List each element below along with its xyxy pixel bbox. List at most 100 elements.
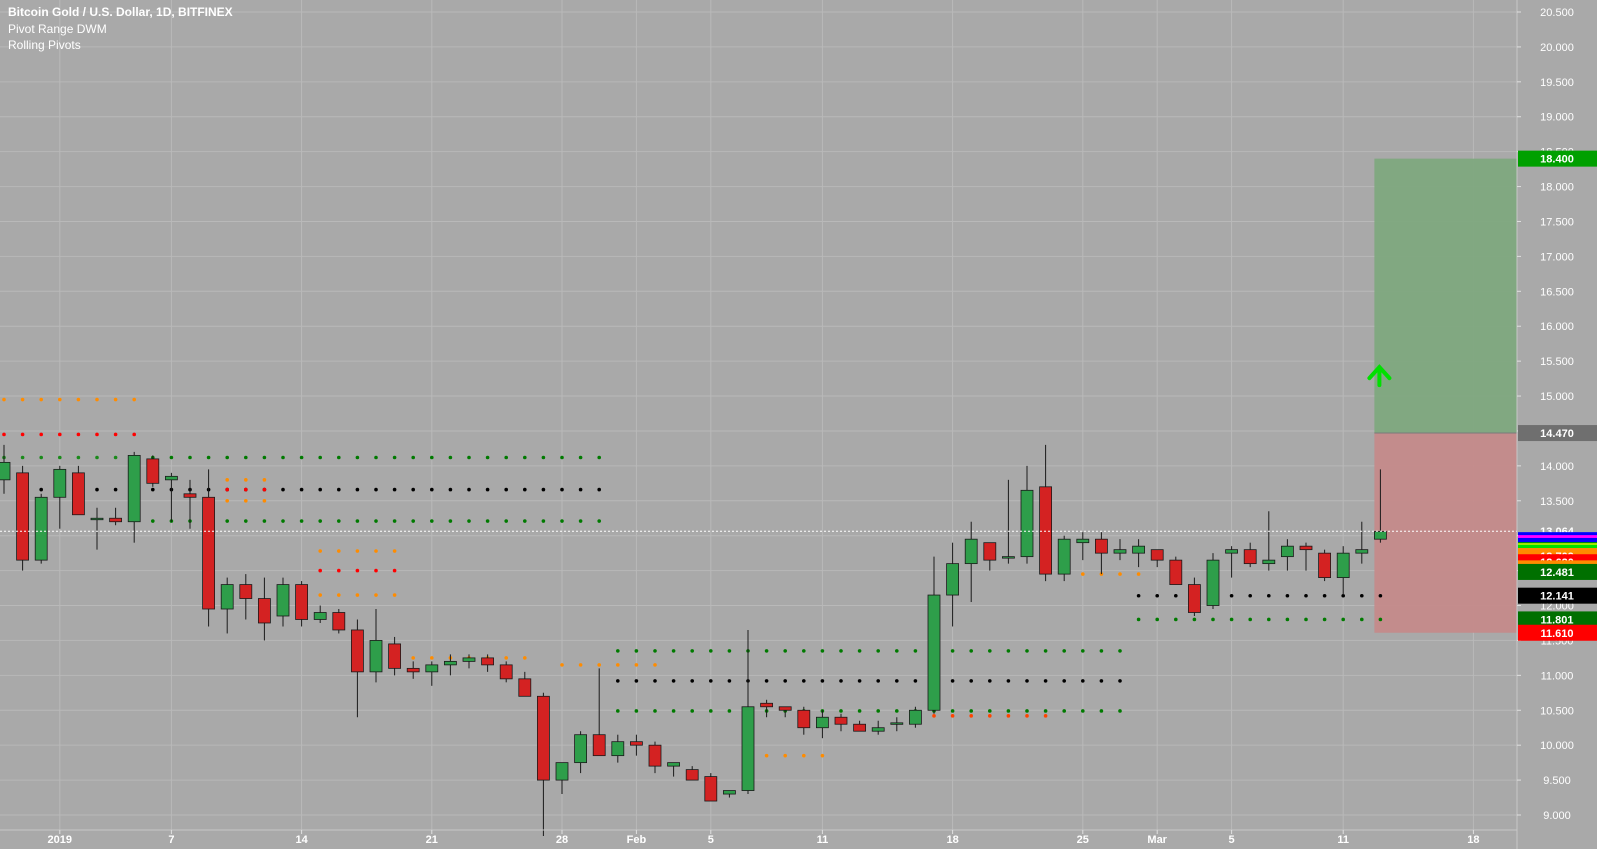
pivot-dot [783, 649, 787, 653]
pivot-dot [988, 714, 992, 718]
pivot-dot [671, 649, 676, 653]
candle-body [983, 542, 997, 561]
candle-body [109, 517, 122, 523]
y-tick-label: 9.000 [1543, 810, 1571, 822]
x-tick-label: 5 [1229, 834, 1235, 846]
pivot-dot [690, 649, 694, 653]
price-badge [1518, 425, 1597, 442]
pivot-dot [1062, 649, 1066, 653]
pivot-dot [1006, 709, 1011, 713]
candle-body [369, 640, 383, 673]
pivot-dot [20, 397, 25, 402]
pivot-dot [392, 593, 397, 597]
pivot-dot [839, 679, 843, 683]
pivot-dot [764, 753, 769, 758]
pivot-dot [1062, 709, 1066, 713]
y-tick-label: 18.000 [1540, 182, 1574, 194]
y-tick-label: 20.500 [1540, 7, 1574, 19]
pivot-dot [523, 455, 527, 460]
pivot-dot [1378, 617, 1383, 622]
pivot-dot [1043, 649, 1048, 653]
pivot-dot [653, 709, 657, 713]
pivot-dot [355, 487, 360, 492]
candle-body [1039, 486, 1052, 575]
pivot-dot [262, 455, 267, 460]
pivot-dot [374, 549, 378, 553]
pivot-dot [337, 455, 341, 460]
candle-body [481, 657, 495, 666]
pivot-dot [1174, 617, 1178, 622]
pivot-dot [355, 593, 360, 597]
pivot-dot [895, 679, 899, 683]
pivot-dot [262, 487, 267, 492]
pivot-dot [1229, 593, 1234, 598]
pivot-dot [504, 656, 509, 660]
x-tick-label: 18 [1467, 834, 1479, 846]
pivot-dot [1155, 617, 1159, 622]
price-badge-label: 12.481 [1540, 567, 1574, 579]
pivot-dot [58, 455, 62, 460]
pivot-dot [560, 455, 564, 460]
candle-body [388, 643, 402, 669]
symbol-title[interactable]: Bitcoin Gold / U.S. Dollar, 1D, BITFINEX [8, 5, 233, 19]
price-badge-label: 14.470 [1540, 428, 1574, 440]
pivot-dot [225, 478, 229, 482]
candle-body [704, 776, 718, 802]
candle-body [90, 517, 104, 521]
pivot-dot [392, 455, 397, 460]
candle-body [871, 727, 885, 732]
pivot-dot [485, 487, 490, 492]
pivot-dot [113, 455, 118, 460]
candle-body [276, 584, 290, 617]
pivot-dot [1006, 714, 1011, 718]
pivot-dot [1118, 679, 1122, 683]
pivot-dot [132, 432, 136, 437]
pivot-dot [988, 709, 992, 713]
x-tick-label: 11 [1337, 834, 1349, 846]
candle-body [574, 734, 587, 764]
pivot-dot [1285, 617, 1290, 622]
pivot-dot [1081, 649, 1085, 653]
pivot-dot [411, 487, 416, 492]
pivot-dot [299, 487, 304, 492]
candle-body [1113, 549, 1127, 554]
pivot-dot [541, 455, 546, 460]
pivot-dot [151, 519, 155, 523]
pivot-dot [820, 649, 825, 653]
pivot-dot [690, 709, 694, 713]
pivot-dot [1136, 572, 1141, 576]
pivot-dot [783, 753, 787, 758]
candle-body [1318, 552, 1331, 578]
price-badge [1518, 150, 1597, 167]
candle-body [1020, 489, 1034, 558]
candle-body [462, 657, 476, 662]
pivot-dot [560, 519, 564, 523]
x-tick-label: Mar [1147, 834, 1167, 846]
pivot-dot [504, 487, 509, 492]
pivot-dot [1304, 593, 1308, 598]
pivot-dot [318, 487, 323, 492]
pivot-dot [504, 519, 509, 523]
indicator-rolling-pivots[interactable]: Rolling Pivots [8, 38, 81, 52]
pivot-dot [1025, 709, 1029, 713]
y-tick-label: 13.500 [1540, 496, 1574, 508]
pivot-dot [1267, 617, 1271, 622]
candle-body [53, 468, 67, 498]
pivot-dot [318, 593, 323, 597]
candle-body [127, 454, 141, 523]
pivot-dot [355, 519, 360, 523]
pivot-dot [616, 679, 620, 683]
y-tick-label: 9.500 [1543, 775, 1571, 787]
candle-body [443, 660, 457, 666]
pivot-dot [820, 753, 825, 758]
candle-body [332, 612, 346, 631]
indicator-pivot-range[interactable]: Pivot Range DWM [8, 21, 107, 36]
candle-body [648, 744, 662, 767]
pivot-dot [1174, 593, 1178, 598]
x-tick-label: 14 [295, 834, 308, 846]
candle-body [1262, 559, 1276, 565]
pivot-dot [653, 649, 657, 653]
x-tick-label: 2019 [48, 834, 72, 846]
